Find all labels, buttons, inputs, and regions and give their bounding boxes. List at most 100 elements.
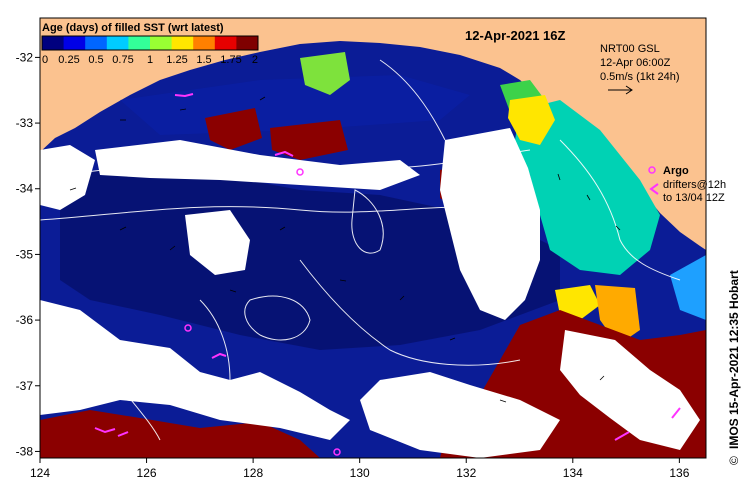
current-vectors [69, 96, 621, 403]
colorbar-swatch [193, 36, 216, 50]
colorbar-swatch [150, 36, 173, 50]
y-tick-label: -33 [16, 116, 34, 130]
current-vector-3 [169, 245, 176, 251]
x-axis: 124 126 128 130 132 134 136 [30, 458, 690, 480]
colorbar-title: Age (days) of filled SST (wrt latest) [42, 22, 224, 34]
stale-region-north-1 [205, 108, 262, 150]
x-tick-label: 126 [137, 466, 157, 480]
argo-legend-label: Argo [663, 165, 689, 177]
drifter-legend-icon [649, 183, 659, 195]
stale-region-north-2 [270, 120, 348, 160]
current-vector-6 [339, 279, 347, 282]
missing-data-central-east [440, 128, 540, 320]
drifter-legend-label-1: drifters@12h [663, 179, 726, 191]
x-tick-label: 136 [669, 466, 689, 480]
sst-contour-8 [379, 59, 446, 141]
current-vector-1 [69, 187, 77, 191]
colorbar-tick-label: 2 [252, 54, 258, 66]
current-vector-7 [399, 295, 405, 301]
colorbar-swatch [42, 36, 65, 50]
current-vector-16 [599, 375, 605, 381]
copyright-icon: © [727, 456, 741, 465]
current-vector-11 [615, 225, 621, 231]
colorbar-tick-label: 0 [42, 54, 48, 66]
colorbar-swatch [236, 36, 259, 50]
x-tick-label: 132 [456, 466, 476, 480]
sst-contours [40, 59, 681, 441]
sst-contour-5 [299, 259, 521, 366]
argo-float-marker-3 [296, 168, 304, 176]
sst-contour-7 [559, 139, 681, 281]
y-tick-label: -34 [16, 182, 34, 196]
plot-frame [39, 17, 707, 459]
current-vector-15 [499, 399, 507, 403]
sst-age-cyan-region [515, 100, 660, 275]
current-vector-2 [119, 226, 127, 231]
x-tick-label: 134 [563, 466, 583, 480]
x-tick-label: 128 [243, 466, 263, 480]
colorbar-swatches [42, 36, 259, 50]
current-vector-14 [259, 96, 266, 101]
sst-contour-4 [244, 295, 311, 341]
x-tick-label: 130 [350, 466, 370, 480]
stale-region-southwest [40, 410, 320, 458]
sst-age-green-patch-2 [300, 52, 350, 95]
sst-age-yellow-patch-2 [555, 285, 600, 320]
drifter-legend-label-2: to 13/04 12Z [663, 192, 725, 204]
y-tick-label: -36 [16, 313, 34, 327]
sst-age-blue-patch [670, 255, 706, 320]
y-tick-label: -38 [16, 444, 34, 458]
sst-contour-6 [40, 329, 161, 441]
y-tick-label: -32 [16, 50, 34, 64]
colorbar-swatch [214, 36, 237, 50]
y-axis: -32 -33 -34 -35 -36 -37 -38 [16, 50, 40, 458]
colorbar-tick-label: 1.25 [166, 54, 187, 66]
colorbar-swatch [106, 36, 129, 50]
current-info-scale: 0.5m/s (1kt 24h) [600, 71, 679, 83]
drifter-tracks [94, 93, 681, 441]
current-vector-5 [279, 226, 286, 231]
sst-age-orange-patch [595, 285, 640, 345]
drifter-track-5 [117, 431, 129, 437]
missing-data-southcentral [360, 372, 560, 458]
y-tick-label: -35 [16, 247, 34, 261]
current-vector-9 [557, 173, 561, 181]
colorbar-tick-label: 1.5 [196, 54, 211, 66]
missing-data-west-mid [185, 210, 250, 275]
colorbar-swatch [171, 36, 194, 50]
drifter-track-3 [211, 352, 227, 359]
current-scale-arrow [608, 85, 633, 95]
colorbar-tick-label: 0.5 [88, 54, 103, 66]
current-info-time: 12-Apr 06:00Z [600, 57, 671, 69]
sst-age-yellow-region [508, 95, 555, 145]
colorbar-ticks: 0 0.25 0.5 0.75 1 1.25 1.5 1.75 2 [42, 54, 258, 66]
missing-data-band [95, 140, 420, 190]
argo-float-marker-1 [184, 324, 192, 332]
missing-data-east [560, 330, 700, 450]
drifter-legend: Argo drifters@12h to 13/04 12Z [648, 165, 726, 204]
x-tick-label: 124 [30, 466, 50, 480]
current-vector-10 [586, 194, 591, 201]
current-info-block: NRT00 GSL 12-Apr 06:00Z 0.5m/s (1kt 24h) [600, 43, 679, 95]
argo-float-marker-2 [333, 448, 341, 456]
missing-data-southwest [40, 300, 350, 440]
drifter-track-2 [274, 150, 294, 157]
drifter-track-6 [614, 431, 630, 441]
current-vector-13 [179, 108, 187, 111]
colorbar-tick-label: 0.75 [112, 54, 133, 66]
imos-credit: IMOS 15-Apr-2021 12:35 Hobart [727, 270, 741, 449]
sst-contour-2 [59, 149, 531, 176]
colorbar-tick-label: 0.25 [58, 54, 79, 66]
colorbar-swatch [85, 36, 108, 50]
colorbar-swatch [128, 36, 151, 50]
map-plot-area [40, 18, 706, 458]
current-vector-4 [229, 289, 237, 293]
colorbar-border [41, 35, 259, 51]
drifter-track-4 [94, 427, 116, 434]
colorbar-tick-label: 1 [147, 54, 153, 66]
colorbar-tick-label: 1.75 [220, 54, 241, 66]
sst-contour-1 [40, 206, 521, 221]
